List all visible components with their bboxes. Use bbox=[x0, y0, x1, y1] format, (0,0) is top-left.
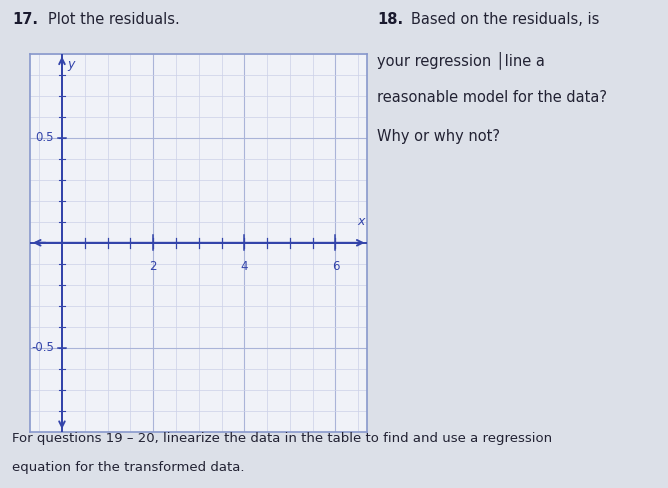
Text: Based on the residuals, is: Based on the residuals, is bbox=[411, 12, 599, 27]
Text: y: y bbox=[67, 58, 75, 71]
Text: -0.5: -0.5 bbox=[31, 341, 53, 354]
Text: x: x bbox=[358, 215, 365, 228]
Text: 6: 6 bbox=[332, 260, 339, 273]
Text: your regression │line a: your regression │line a bbox=[377, 51, 545, 69]
Text: Plot the residuals.: Plot the residuals. bbox=[48, 12, 180, 27]
Text: 0.5: 0.5 bbox=[35, 131, 53, 144]
Text: 17.: 17. bbox=[12, 12, 38, 27]
Text: reasonable model for the data?: reasonable model for the data? bbox=[377, 90, 607, 105]
Text: 4: 4 bbox=[240, 260, 248, 273]
Text: 2: 2 bbox=[150, 260, 157, 273]
Text: Why or why not?: Why or why not? bbox=[377, 129, 500, 144]
Text: 18.: 18. bbox=[377, 12, 403, 27]
Text: equation for the transformed data.: equation for the transformed data. bbox=[12, 461, 244, 474]
Text: For questions 19 – 20, linearize the data in the table to find and use a regress: For questions 19 – 20, linearize the dat… bbox=[12, 432, 552, 445]
